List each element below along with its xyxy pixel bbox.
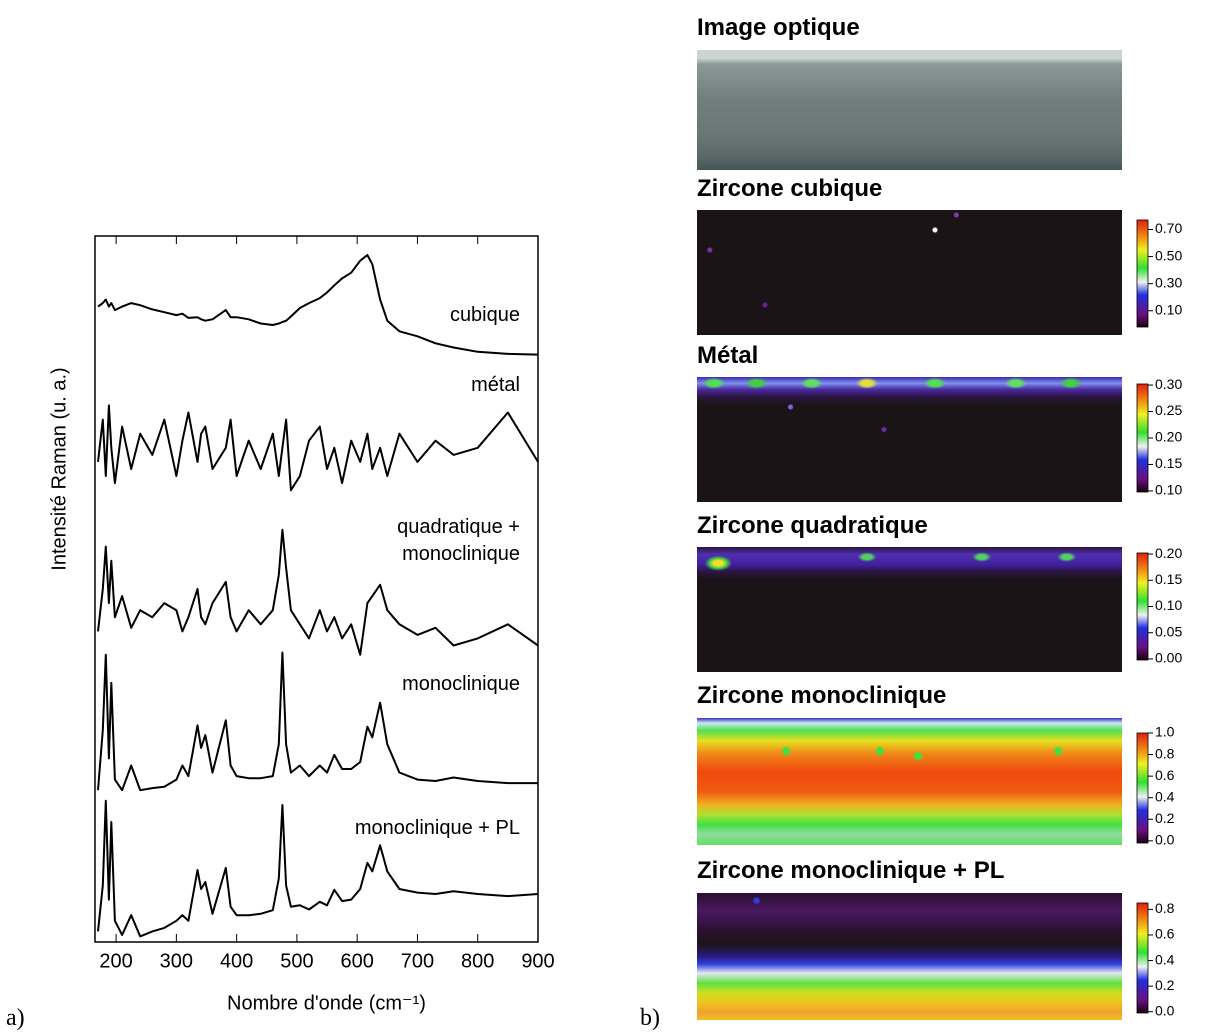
- x-tick-label: 600: [340, 950, 373, 972]
- colorbar-tick-label: 0.15: [1155, 571, 1182, 587]
- colorbar-tick-label: 0.10: [1155, 482, 1182, 498]
- panel-label: b): [640, 1005, 660, 1031]
- colorbar: [1136, 902, 1149, 1014]
- colorbar-tick-label: 0.4: [1155, 788, 1175, 804]
- colorbar-tick-label: 0.6: [1155, 926, 1175, 942]
- panel-title: Métal: [697, 342, 759, 369]
- colorbar-tick-label: 0.6: [1155, 767, 1175, 783]
- colorbar-tick-label: 0.10: [1155, 597, 1182, 613]
- map-image: [697, 893, 1122, 1020]
- map-image: [697, 377, 1122, 502]
- x-tick-label: 300: [160, 950, 193, 972]
- colorbar-tick-label: 0.10: [1155, 301, 1182, 317]
- x-tick-label: 400: [220, 950, 253, 972]
- series-label: quadratique + monoclinique: [397, 516, 520, 565]
- colorbar: [1136, 219, 1149, 328]
- x-tick-label: 700: [401, 950, 434, 972]
- x-axis-label: Nombre d'onde (cm⁻¹): [227, 992, 426, 1014]
- map-image: [697, 210, 1122, 335]
- colorbar-tick-label: 0.30: [1155, 274, 1182, 290]
- series-label: monoclinique: [402, 673, 520, 695]
- colorbar-tick-label: 0.05: [1155, 623, 1182, 639]
- panel-title: Zircone quadratique: [697, 512, 928, 539]
- colorbar-tick-label: 0.25: [1155, 402, 1182, 418]
- x-tick-label: 500: [280, 950, 313, 972]
- map-image: [697, 50, 1122, 170]
- colorbar-tick-label: 0.20: [1155, 545, 1182, 561]
- panel-label: a): [6, 1005, 25, 1031]
- plot-frame: [94, 235, 539, 943]
- series-label: monoclinique + PL: [354, 817, 520, 839]
- spectrum-line: [97, 404, 539, 492]
- colorbar-tick-label: 0.0: [1155, 1002, 1175, 1018]
- map-image: [697, 718, 1122, 845]
- panel-title: Zircone cubique: [697, 175, 883, 202]
- colorbar-tick-label: 0.8: [1155, 900, 1175, 916]
- spectrum-line: [97, 651, 538, 792]
- colorbar-tick-label: 0.0: [1155, 832, 1175, 848]
- colorbar-tick-label: 0.15: [1155, 455, 1182, 471]
- x-tick-label: 800: [461, 950, 494, 972]
- colorbar-tick-label: 0.70: [1155, 220, 1182, 236]
- spectrum-line: [97, 254, 539, 356]
- colorbar-tick-label: 0.4: [1155, 951, 1175, 967]
- colorbar-tick-label: 1.0: [1155, 724, 1175, 740]
- map-image: [697, 547, 1122, 672]
- spectrum-line: [97, 528, 539, 656]
- colorbar-tick-label: 0.30: [1155, 376, 1182, 392]
- x-tick-label: 900: [521, 950, 554, 972]
- colorbar: [1136, 732, 1149, 844]
- y-axis-label: Intensité Raman (u. a.): [48, 367, 70, 570]
- panel-title: Zircone monoclinique + PL: [697, 857, 1005, 884]
- spectrum-line: [97, 799, 539, 938]
- colorbar-tick-label: 0.2: [1155, 810, 1175, 826]
- series-label: métal: [471, 374, 520, 396]
- series-label: cubique: [449, 304, 520, 326]
- colorbar: [1136, 552, 1149, 661]
- panel-title: Zircone monoclinique: [697, 682, 947, 709]
- colorbar-tick-label: 0.50: [1155, 247, 1182, 263]
- colorbar-tick-label: 0.00: [1155, 650, 1182, 666]
- x-tick-label: 200: [99, 950, 132, 972]
- panel-title: Image optique: [697, 14, 860, 41]
- colorbar: [1136, 383, 1149, 493]
- colorbar-tick-label: 0.2: [1155, 977, 1175, 993]
- colorbar-tick-label: 0.20: [1155, 429, 1182, 445]
- colorbar-tick-label: 0.8: [1155, 745, 1175, 761]
